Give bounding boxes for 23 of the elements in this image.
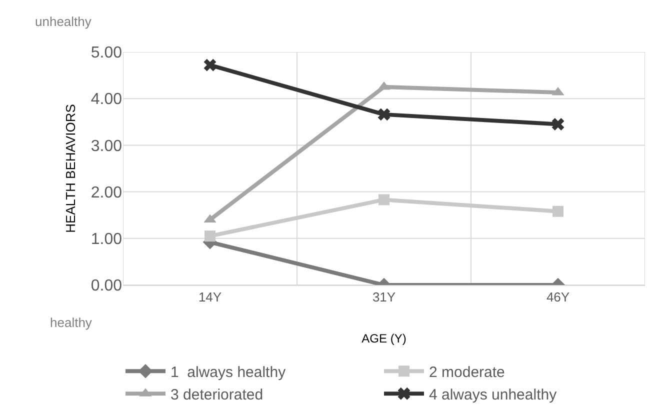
point [378, 194, 390, 206]
text: healthy [50, 315, 92, 330]
legend-label: 1 always healthy [170, 364, 286, 381]
x-tick-label: 31Y [372, 290, 396, 305]
point [204, 58, 216, 72]
x-tick-label: 14Y [198, 290, 222, 305]
point [204, 230, 216, 242]
y-tick-label: 1.00 [90, 231, 122, 248]
y-tick-label: 5.00 [90, 44, 122, 62]
legend-label: 2 moderate [429, 364, 505, 381]
x-axis-title: AGE (Y) [362, 332, 406, 346]
legend-label: 4 always unhealthy [429, 386, 558, 404]
point [378, 108, 390, 121]
y-tick-label: 4.00 [90, 91, 122, 108]
x-tick-label: 46Y [546, 290, 570, 305]
point [552, 206, 564, 217]
y-tick-label: 0.00 [90, 278, 122, 295]
y-tick-label: 3.00 [90, 138, 122, 155]
legend-label: 3 deteriorated [170, 386, 264, 404]
y-tick-label: 2.00 [90, 184, 122, 202]
text: unhealthy [35, 14, 92, 29]
y-axis-title: HEALTH BEHAVIORS [62, 104, 78, 233]
point [552, 118, 564, 130]
